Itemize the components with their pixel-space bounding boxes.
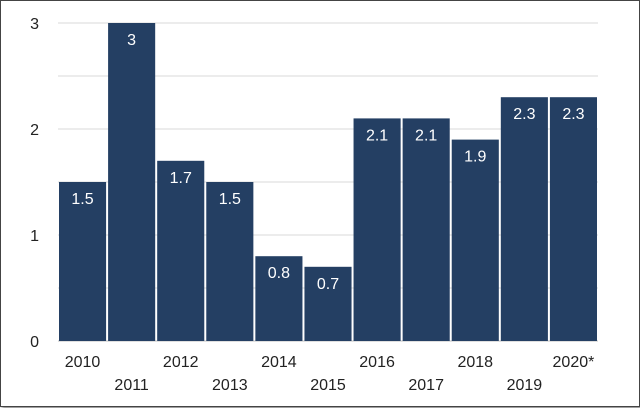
- x-tick-label: 2012: [163, 354, 199, 371]
- x-tick-label: 2019: [507, 377, 543, 394]
- x-tick-label: 2011: [114, 377, 149, 394]
- x-axis-labels: 2010 2011 2012 2013 2014 2015 2016 2017 2018 2019…: [65, 354, 595, 394]
- x-tick-label: 2015: [310, 377, 346, 394]
- value-label: 3: [127, 32, 136, 49]
- value-label: 2.1: [366, 127, 388, 144]
- value-label: 2.3: [513, 106, 535, 123]
- bar-2013: [206, 182, 254, 341]
- x-tick-label: 2017: [408, 377, 444, 394]
- x-tick-label: 2013: [212, 377, 248, 394]
- bar-2016: [353, 118, 401, 342]
- bar-2011: [108, 23, 156, 341]
- bar-2020*: [549, 97, 597, 341]
- x-tick-label: 2016: [359, 354, 395, 371]
- bars: [59, 23, 597, 342]
- bar-2015: [304, 266, 352, 341]
- x-tick-label: 2010: [65, 354, 101, 371]
- y-tick-label: 0: [30, 334, 39, 351]
- bar-2014: [255, 256, 303, 341]
- y-tick-label: 3: [30, 16, 39, 33]
- value-labels: 1.5 3 1.7 1.5 0.8 0.7 2.1 2.1 1.9 2.3 2.3: [71, 32, 584, 293]
- x-tick-label: 2014: [261, 354, 297, 371]
- value-label: 2.3: [562, 106, 584, 123]
- bar-2017: [402, 118, 450, 342]
- bar-2018: [451, 139, 499, 341]
- value-label: 0.7: [317, 276, 339, 293]
- value-label: 2.1: [415, 127, 437, 144]
- x-tick-label: 2020*: [553, 354, 595, 371]
- bar-2010: [59, 182, 107, 341]
- bar-2012: [157, 160, 205, 341]
- y-tick-label: 1: [30, 228, 39, 245]
- value-label: 1.7: [170, 170, 192, 187]
- y-axis-ticks: 0 1 2 3: [30, 16, 39, 351]
- value-label: 0.8: [268, 265, 290, 282]
- x-tick-label: 2018: [457, 354, 493, 371]
- value-label: 1.9: [464, 149, 486, 166]
- value-label: 1.5: [71, 191, 93, 208]
- y-tick-label: 2: [30, 122, 39, 139]
- value-label: 1.5: [219, 191, 241, 208]
- bar-2019: [500, 97, 548, 341]
